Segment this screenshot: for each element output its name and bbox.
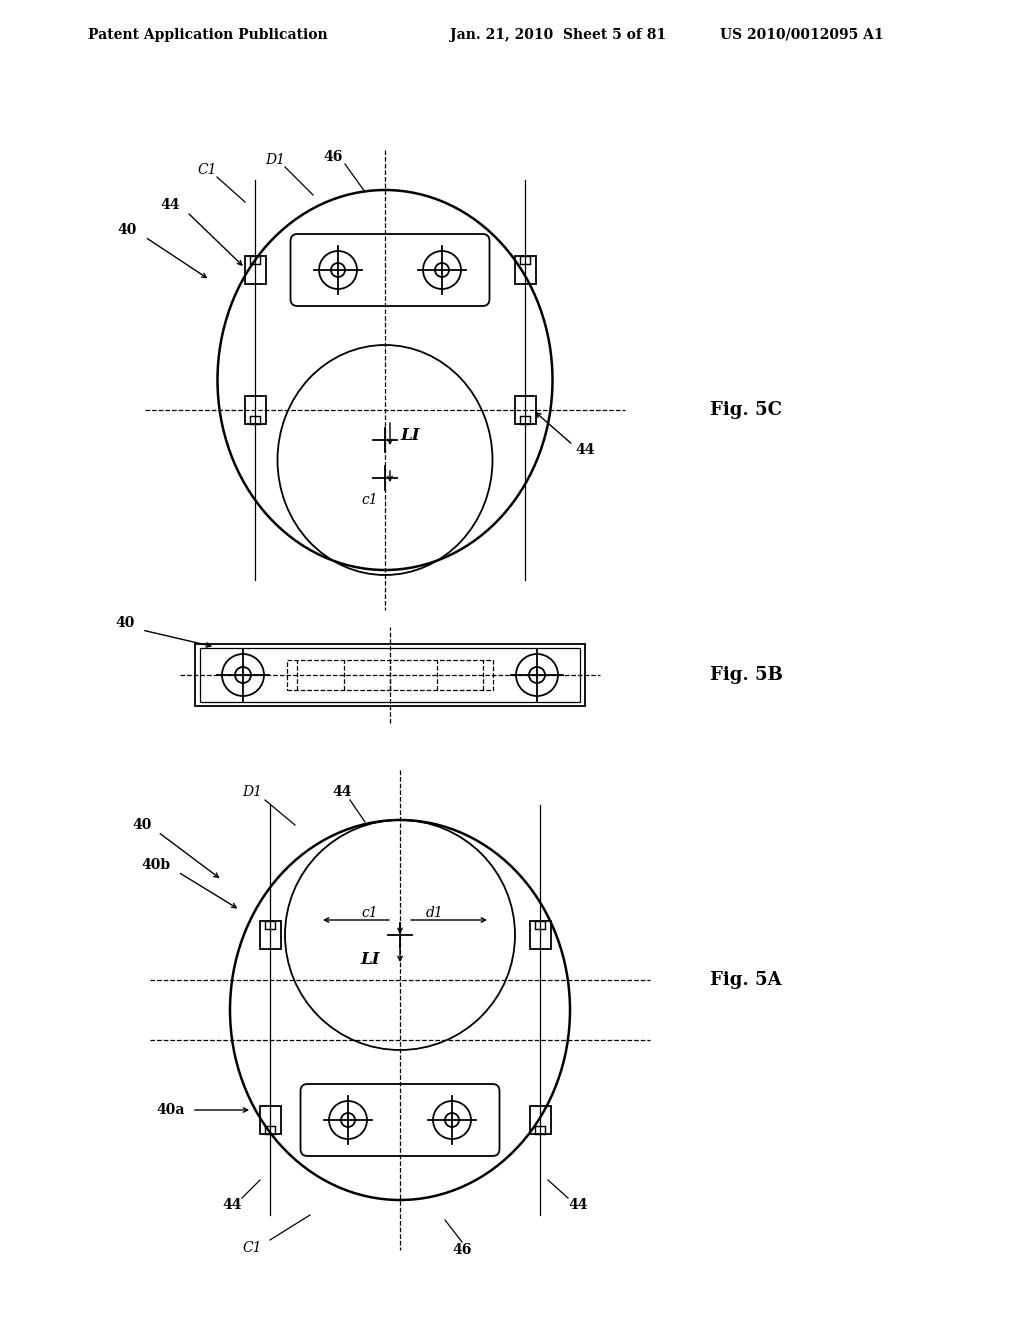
- Text: 40b: 40b: [141, 858, 170, 873]
- Text: LI: LI: [360, 952, 380, 969]
- Text: 40a: 40a: [157, 1104, 185, 1117]
- Text: C1: C1: [243, 1241, 262, 1255]
- Text: LI: LI: [400, 426, 420, 444]
- Bar: [259, 1106, 281, 1134]
- Text: 44: 44: [332, 785, 352, 799]
- Bar: [514, 256, 536, 284]
- Text: Fig. 5B: Fig. 5B: [710, 667, 783, 684]
- Text: Fig. 5C: Fig. 5C: [710, 401, 782, 418]
- Text: US 2010/0012095 A1: US 2010/0012095 A1: [720, 28, 884, 42]
- Bar: [245, 396, 265, 424]
- Bar: [535, 1126, 545, 1134]
- Bar: [245, 256, 265, 284]
- Bar: [520, 256, 530, 264]
- Bar: [265, 1126, 275, 1134]
- Bar: [250, 416, 260, 424]
- Text: D1: D1: [242, 785, 262, 799]
- Text: c1: c1: [361, 492, 378, 507]
- Bar: [514, 396, 536, 424]
- Bar: [287, 660, 493, 690]
- Bar: [259, 921, 281, 949]
- Bar: [195, 644, 585, 706]
- Text: Fig. 5A: Fig. 5A: [710, 972, 781, 989]
- Bar: [265, 921, 275, 929]
- Text: 44: 44: [161, 198, 180, 213]
- Text: 40: 40: [116, 616, 135, 630]
- Text: C1: C1: [198, 162, 217, 177]
- Text: 44: 44: [568, 1199, 588, 1212]
- Text: 46: 46: [324, 150, 343, 164]
- Bar: [250, 256, 260, 264]
- Text: 44: 44: [222, 1199, 242, 1212]
- Text: D1: D1: [265, 153, 285, 168]
- Text: 40: 40: [133, 818, 152, 832]
- Bar: [520, 416, 530, 424]
- Text: d1: d1: [426, 906, 443, 920]
- Bar: [529, 921, 551, 949]
- Text: c1: c1: [361, 906, 378, 920]
- Text: 44: 44: [575, 444, 595, 457]
- Bar: [200, 648, 580, 702]
- Text: Patent Application Publication: Patent Application Publication: [88, 28, 328, 42]
- Bar: [535, 921, 545, 929]
- Text: Jan. 21, 2010  Sheet 5 of 81: Jan. 21, 2010 Sheet 5 of 81: [450, 28, 667, 42]
- Text: 46: 46: [453, 1243, 472, 1257]
- Bar: [529, 1106, 551, 1134]
- Text: 40: 40: [118, 223, 137, 238]
